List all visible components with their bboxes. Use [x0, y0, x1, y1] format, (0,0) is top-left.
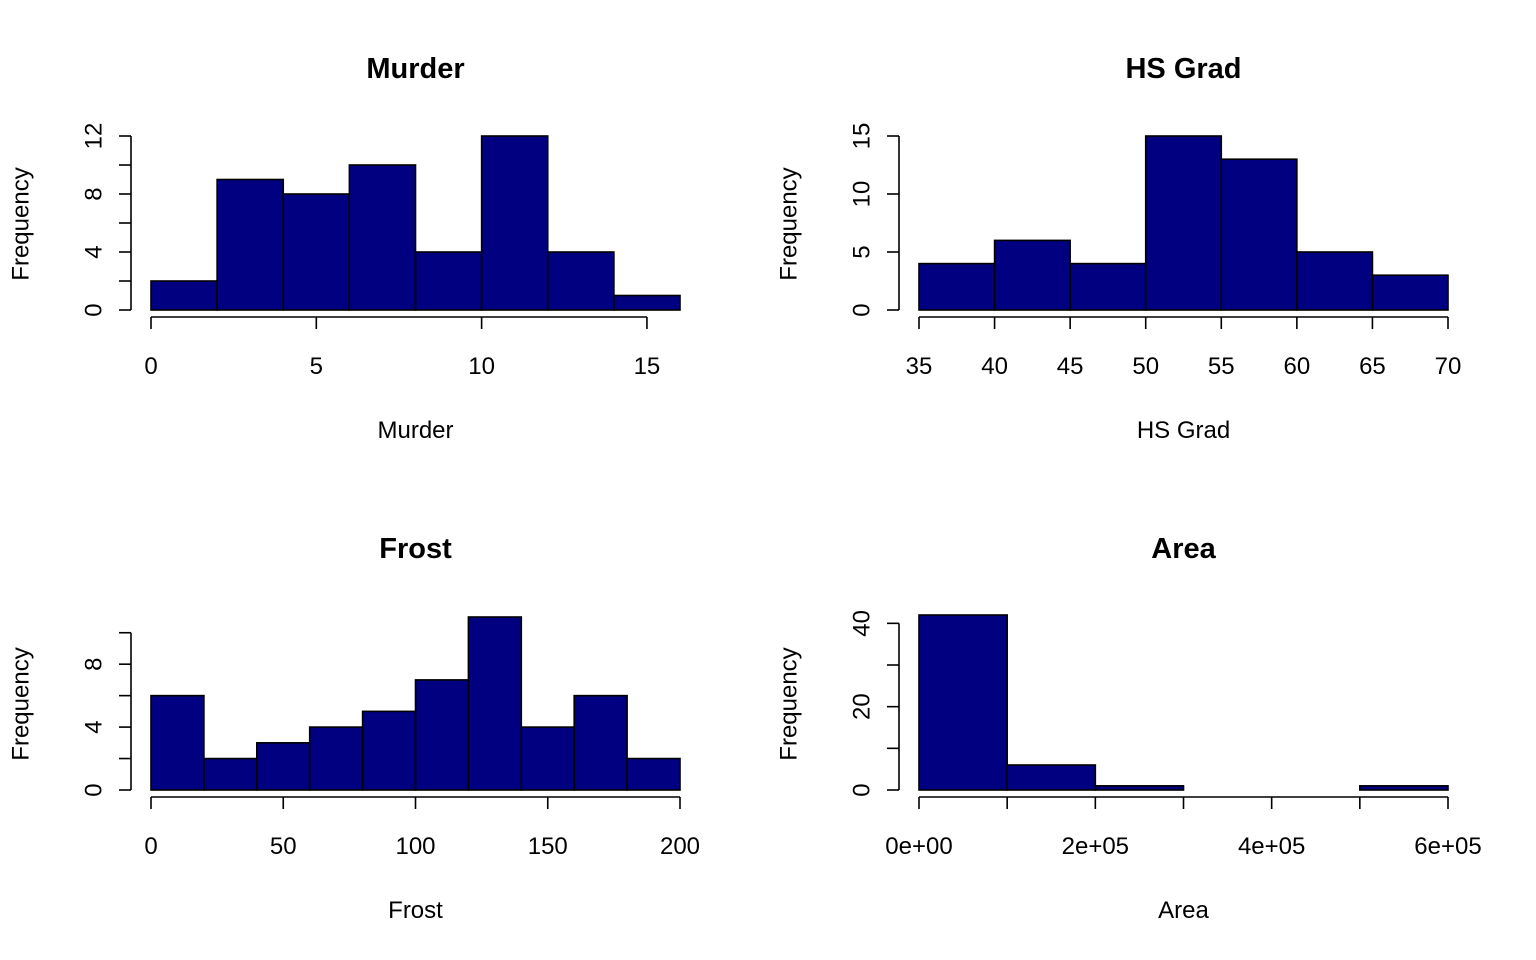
y-tick-label: 10 — [849, 181, 876, 208]
y-axis-title: Frequency — [776, 167, 803, 280]
histogram-bar — [150, 694, 205, 791]
y-tick-label: 8 — [81, 187, 108, 200]
x-tick-label: 15 — [634, 353, 661, 380]
histogram-bar — [467, 616, 523, 791]
x-tick-label: 50 — [270, 833, 297, 860]
x-tick-label: 70 — [1435, 353, 1462, 380]
histogram-bar — [1220, 158, 1298, 311]
histogram-panel-1: Murder 0 5 10 15 0 4 8 12 Murder Frequency — [8, 53, 681, 444]
histogram-bar — [1371, 274, 1449, 311]
histogram-bar — [520, 726, 575, 791]
histogram-bar — [203, 757, 258, 791]
x-axis-title: HS Grad — [1137, 417, 1230, 444]
x-axis-title: Murder — [377, 417, 453, 444]
histogram-bar — [1069, 262, 1147, 311]
histogram-bar — [361, 710, 417, 791]
histogram-bar — [1359, 785, 1449, 791]
histogram-bar — [216, 178, 285, 311]
histogram-bar — [1296, 251, 1374, 311]
x-tick-label: 150 — [528, 833, 568, 860]
y-tick-label: 0 — [849, 303, 876, 316]
histogram-panel-2: HS Grad 35 40 45 50 55 60 65 70 0 5 10 15 HS Grad Freq… — [776, 53, 1462, 444]
chart-title: HS Grad — [1125, 53, 1241, 85]
y-tick-label: 40 — [849, 610, 876, 637]
x-tick-label: 45 — [1057, 353, 1084, 380]
x-tick-label: 10 — [468, 353, 495, 380]
x-tick-label: 55 — [1208, 353, 1235, 380]
y-tick-label: 15 — [849, 123, 876, 150]
y-tick-label: 0 — [81, 303, 108, 316]
y-tick-label: 8 — [81, 658, 108, 671]
histogram-bar — [1006, 764, 1097, 791]
chart-title: Murder — [366, 53, 464, 85]
y-tick-label: 20 — [849, 693, 876, 720]
x-tick-label: 200 — [660, 833, 700, 860]
histogram-panel-4: Area 0e+00 2e+05 4e+05 6e+05 0 20 40 Area Frequen… — [776, 533, 1482, 924]
y-axis-title: Frequency — [776, 647, 803, 760]
histogram-bar — [918, 262, 996, 311]
x-tick-label: 0 — [144, 833, 157, 860]
x-axis-title: Area — [1158, 897, 1209, 924]
x-tick-label: 0 — [144, 353, 157, 380]
y-axis-title: Frequency — [8, 167, 35, 280]
histogram-bar — [150, 280, 218, 311]
y-axis-title: Frequency — [8, 647, 35, 760]
histogram-bar — [414, 679, 470, 791]
x-tick-label: 100 — [395, 833, 435, 860]
chart-title: Frost — [379, 533, 452, 565]
x-tick-label: 4e+05 — [1238, 833, 1305, 860]
histogram-panel-3: Frost 0 50 100 150 200 0 4 8 Frost Frequency — [8, 533, 701, 924]
histogram-bar — [255, 742, 311, 791]
x-tick-label: 50 — [1132, 353, 1159, 380]
histogram-bar — [348, 164, 417, 311]
histogram-bar — [1144, 135, 1223, 311]
histogram-bar — [546, 251, 615, 311]
x-axis-title: Frost — [388, 897, 443, 924]
y-tick-label: 0 — [81, 783, 108, 796]
x-tick-label: 40 — [981, 353, 1008, 380]
histogram-bar — [414, 251, 483, 311]
histogram-bar — [282, 193, 351, 311]
y-tick-label: 12 — [81, 123, 108, 150]
histogram-bar — [613, 294, 681, 311]
histogram-bar — [480, 135, 549, 311]
histogram-bar — [1094, 785, 1185, 791]
x-tick-label: 65 — [1359, 353, 1386, 380]
histogram-bar — [626, 757, 681, 791]
x-tick-label: 5 — [310, 353, 323, 380]
histogram-bar — [918, 614, 1008, 791]
histogram-bar — [573, 694, 628, 791]
y-tick-label: 4 — [81, 720, 108, 733]
y-tick-label: 0 — [849, 783, 876, 796]
histogram-bar — [308, 726, 364, 791]
histogram-bar — [993, 239, 1071, 311]
x-tick-label: 35 — [906, 353, 933, 380]
x-tick-label: 60 — [1284, 353, 1311, 380]
x-tick-label: 6e+05 — [1414, 833, 1481, 860]
chart-title: Area — [1151, 533, 1216, 565]
x-tick-label: 0e+00 — [885, 833, 952, 860]
y-tick-label: 4 — [81, 245, 108, 258]
y-tick-label: 5 — [849, 245, 876, 258]
x-tick-label: 2e+05 — [1062, 833, 1129, 860]
